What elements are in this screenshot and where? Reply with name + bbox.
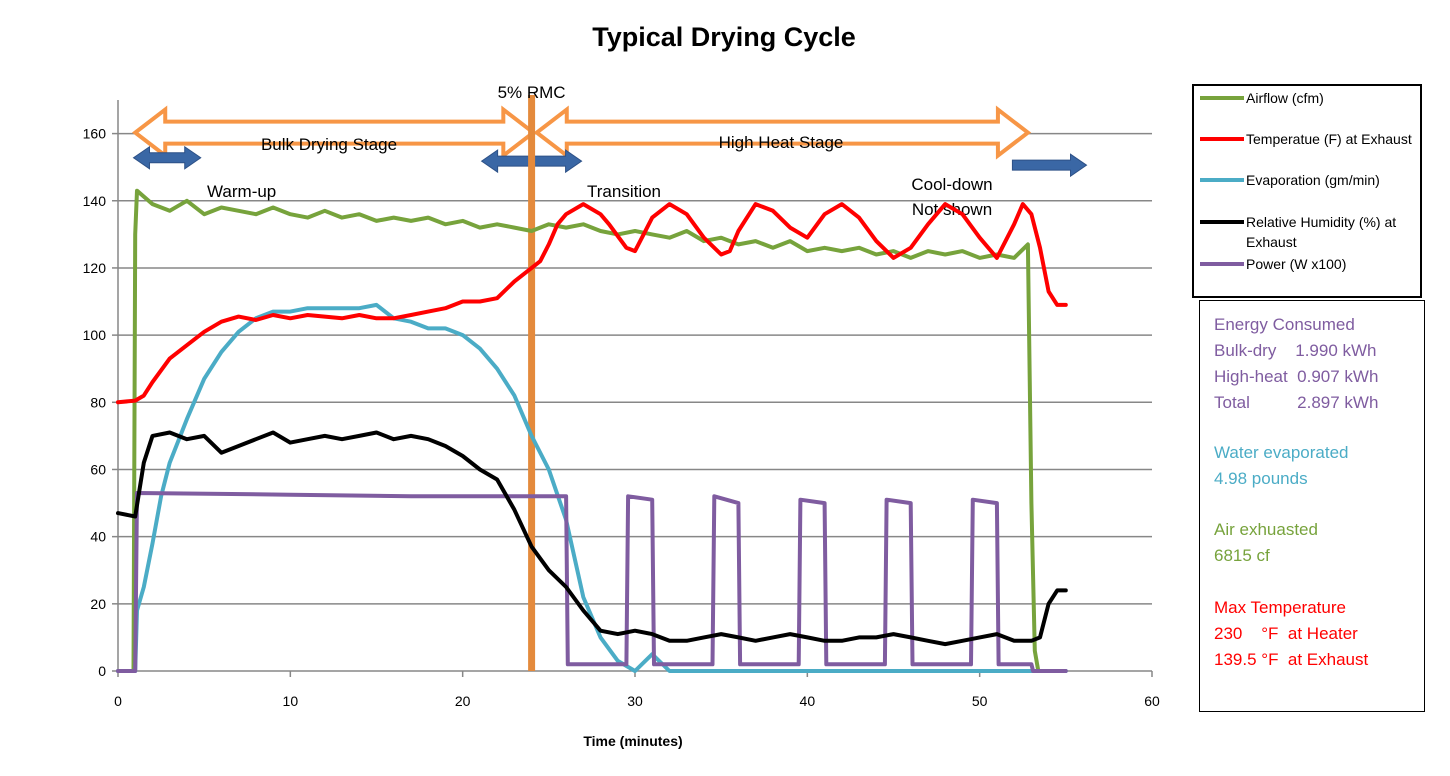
grid-lines: [112, 100, 1153, 677]
legend-swatch-temperature: [1200, 137, 1244, 141]
chart-title: Typical Drying Cycle: [592, 22, 856, 52]
y-tick-label: 0: [98, 663, 106, 679]
x-axis-ticks: 0 10 20 30 40 50 60: [114, 693, 1160, 709]
energy-title: Energy Consumed: [1214, 315, 1355, 334]
y-tick-label: 20: [90, 596, 106, 612]
y-axis-ticks: 0 20 40 60 80 100 120 140 160: [83, 126, 107, 679]
energy-high: High-heat 0.907 kWh: [1214, 367, 1379, 386]
air-value: 6815 cf: [1214, 546, 1270, 565]
y-tick-label: 140: [83, 193, 107, 209]
legend-label: Temperatue (F) at Exhaust: [1246, 131, 1412, 147]
summary-box: Energy Consumed Bulk-dry 1.990 kWh High-…: [1199, 300, 1425, 712]
temp-exhaust: 139.5 °F at Exhaust: [1214, 650, 1369, 669]
rmc-label: 5% RMC: [498, 83, 566, 102]
transition-label: Transition: [587, 182, 661, 201]
legend-swatch-power: [1200, 262, 1244, 266]
temp-heater: 230 °F at Heater: [1214, 624, 1358, 643]
bulk-drying-label: Bulk Drying Stage: [261, 135, 397, 154]
y-tick-label: 60: [90, 461, 106, 477]
legend-label: Relative Humidity (%) at Exhaust: [1246, 214, 1397, 250]
cooldown-label: Cool-down: [911, 175, 992, 194]
series-line-4: [116, 491, 1068, 673]
legend-swatch-airflow: [1200, 96, 1244, 100]
series-lines: [116, 188, 1068, 673]
x-tick-label: 0: [114, 693, 122, 709]
legend-label: Power (W x100): [1246, 256, 1347, 272]
series-line-0: [116, 188, 1041, 673]
warmup-label: Warm-up: [207, 182, 276, 201]
water-title: Water evaporated: [1214, 443, 1349, 462]
y-tick-label: 120: [83, 260, 107, 276]
high-heat-label: High Heat Stage: [719, 133, 844, 152]
warmup-arrow: [132, 145, 202, 170]
water-value: 4.98 pounds: [1214, 469, 1308, 488]
x-tick-label: 30: [627, 693, 643, 709]
x-tick-label: 60: [1144, 693, 1160, 709]
cooldown-arrow: [1011, 153, 1088, 178]
x-tick-label: 10: [283, 693, 299, 709]
legend: Airflow (cfm) Temperatue (F) at Exhaust …: [1192, 84, 1422, 298]
energy-bulk: Bulk-dry 1.990 kWh: [1214, 341, 1377, 360]
y-tick-label: 80: [90, 394, 106, 410]
series-line-3: [116, 430, 1068, 647]
x-tick-label: 40: [800, 693, 816, 709]
energy-total: Total 2.897 kWh: [1214, 393, 1379, 412]
high-heat-arrow: [533, 105, 1032, 160]
x-axis-label: Time (minutes): [583, 733, 682, 749]
legend-label: Evaporation (gm/min): [1246, 172, 1380, 188]
legend-label: Airflow (cfm): [1246, 90, 1324, 106]
legend-swatch-humidity: [1200, 220, 1244, 224]
x-tick-label: 50: [972, 693, 988, 709]
x-tick-label: 20: [455, 693, 471, 709]
series-line-2: [116, 302, 1068, 673]
stage-annotations: Bulk Drying Stage High Heat Stage Warm-up T…: [131, 83, 1088, 671]
y-tick-label: 160: [83, 126, 107, 142]
series-line-1: [116, 202, 1068, 405]
air-title: Air exhuasted: [1214, 520, 1318, 539]
temp-title: Max Temperature: [1214, 598, 1346, 617]
legend-swatch-evaporation: [1200, 178, 1244, 182]
y-tick-label: 40: [90, 529, 106, 545]
y-tick-label: 100: [83, 327, 107, 343]
